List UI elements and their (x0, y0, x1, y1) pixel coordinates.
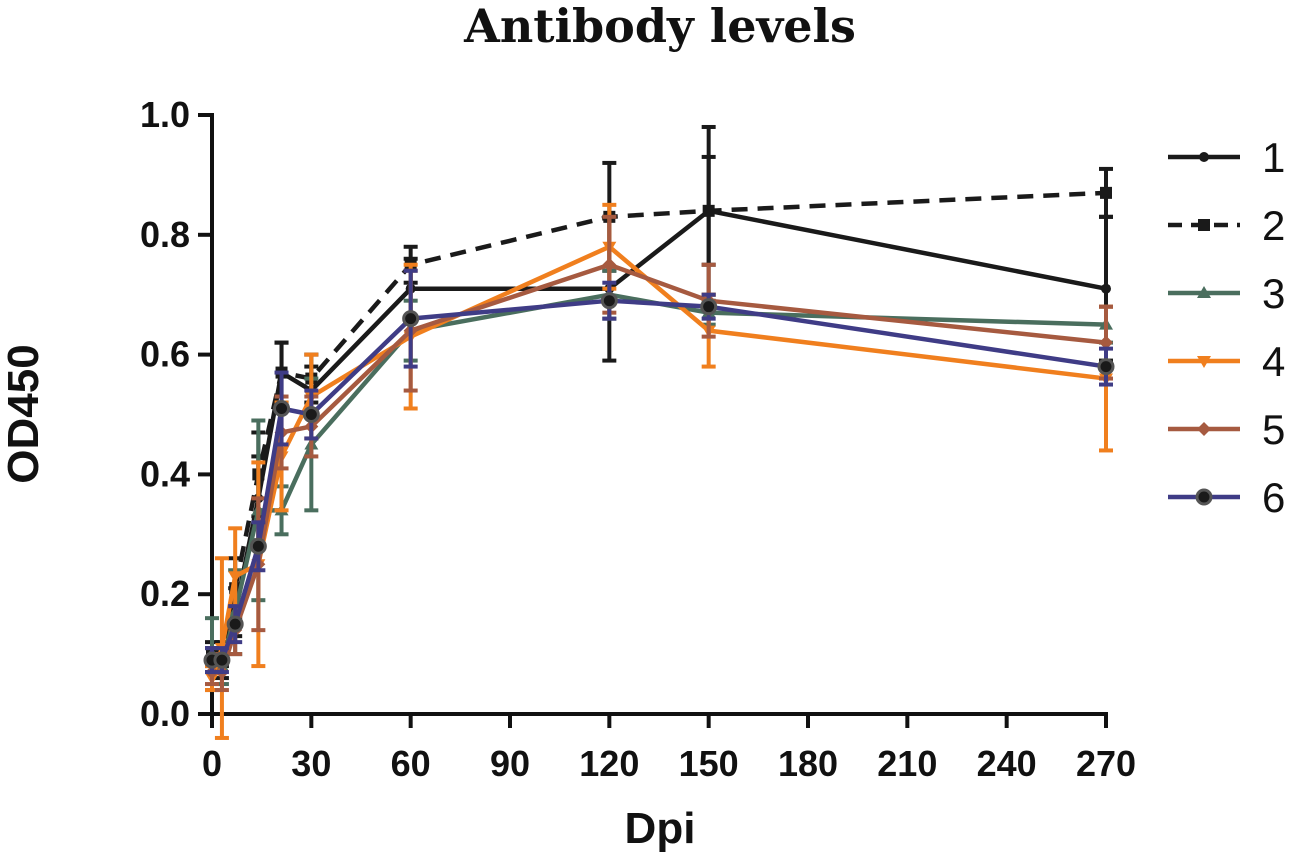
legend-label: 6 (1262, 474, 1285, 521)
legend-item-3: 3 (1168, 270, 1285, 317)
y-tick-label: 0.2 (140, 573, 190, 614)
legend-label: 4 (1262, 338, 1285, 385)
x-tick-label: 120 (579, 743, 639, 784)
x-tick-label: 270 (1076, 743, 1136, 784)
series-line (212, 262, 1107, 675)
legend: 1 2 3 4 5 6 (1168, 134, 1285, 521)
y-axis-label: OD450 (0, 344, 48, 483)
data-point (226, 615, 244, 633)
x-tick-label: 30 (291, 743, 331, 784)
data-point (1097, 358, 1115, 376)
chart-title: Antibody levels (463, 0, 856, 53)
data-point (1100, 186, 1112, 199)
data-point (228, 571, 243, 584)
x-tick-label: 60 (391, 743, 431, 784)
legend-item-4: 4 (1168, 338, 1285, 385)
y-tick-label: 0.0 (140, 693, 190, 734)
series-6 (203, 268, 1115, 675)
legend-label: 5 (1262, 406, 1285, 453)
x-tick-label: 240 (977, 743, 1037, 784)
x-tick-label: 90 (490, 743, 530, 784)
legend-swatch-marker (1195, 488, 1213, 506)
data-point (1099, 335, 1113, 350)
legend-item-5: 5 (1168, 406, 1285, 453)
data-point (602, 257, 617, 272)
series-line (212, 298, 1107, 663)
y-tick-label: 0.6 (140, 334, 190, 375)
legend-swatch-marker (1197, 422, 1211, 436)
x-tick-label: 0 (202, 743, 222, 784)
y-tick-label: 1.0 (140, 94, 190, 135)
series-line (210, 292, 1107, 669)
data-point (402, 310, 420, 328)
x-tick-label: 180 (778, 743, 838, 784)
x-axis-label: Dpi (625, 804, 696, 853)
y-tick-label: 0.4 (140, 453, 190, 494)
legend-item-2: 2 (1168, 202, 1285, 249)
legend-swatch-marker (1197, 286, 1211, 298)
axes: 0.0 0.2 0.4 0.6 0.8 1.0 0 30 60 90 120 150 180 210 240… (140, 94, 1136, 784)
x-tick-label: 150 (679, 743, 739, 784)
legend-label: 1 (1262, 134, 1285, 181)
data-point (249, 537, 267, 555)
y-tick-label: 0.8 (140, 214, 190, 255)
series-group (203, 124, 1115, 740)
data-point (702, 204, 715, 217)
series-line (209, 244, 1107, 679)
data-point (700, 298, 718, 316)
series-line (212, 190, 1107, 657)
data-point (302, 406, 320, 423)
data-point (600, 292, 618, 310)
data-point (273, 400, 291, 418)
series-1 (205, 124, 1113, 681)
data-point (213, 651, 231, 669)
legend-item-6: 6 (1168, 474, 1285, 521)
series-3 (205, 268, 1113, 693)
legend-item-1: 1 (1168, 134, 1285, 181)
legend-label: 2 (1262, 202, 1285, 249)
legend-swatch-marker (1197, 356, 1211, 368)
legend-label: 3 (1262, 270, 1285, 317)
x-tick-label: 210 (877, 743, 937, 784)
legend-swatch-marker (1199, 152, 1209, 162)
data-point (1101, 283, 1111, 294)
series-line (210, 208, 1107, 669)
legend-swatch-marker (1198, 219, 1210, 231)
